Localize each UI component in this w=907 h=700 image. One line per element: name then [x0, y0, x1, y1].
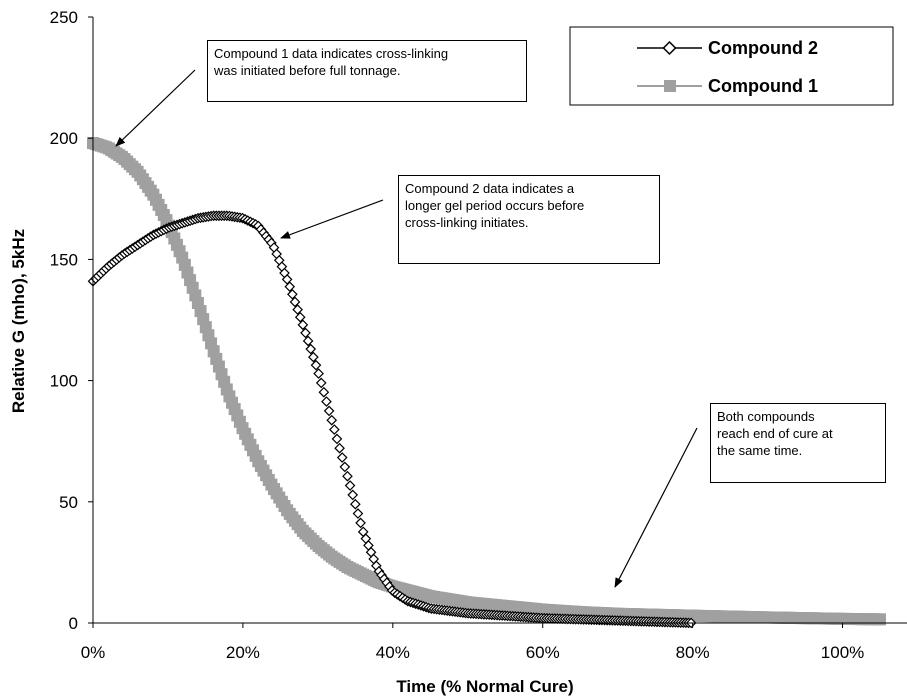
x-tick-label: 60% — [526, 643, 560, 662]
y-tick-label: 50 — [59, 493, 78, 512]
y-tick-label: 0 — [69, 614, 78, 633]
point-compound-2 — [342, 470, 353, 482]
point-compound-2 — [339, 461, 351, 473]
annotation-3-line-2: reach end of cure at — [717, 426, 833, 441]
point-compound-2 — [308, 351, 319, 363]
annotation-2-line-1: Compound 2 data indicates a — [405, 181, 575, 196]
annotation-compound-2: Compound 2 data indicates a longer gel p… — [398, 175, 660, 264]
point-compound-2 — [355, 517, 366, 529]
point-compound-2 — [315, 377, 327, 389]
point-compound-2 — [328, 424, 340, 435]
x-tick-label: 40% — [376, 643, 410, 662]
point-compound-2 — [336, 452, 348, 463]
annotation-3-line-3: the same time. — [717, 443, 803, 458]
point-compound-2 — [287, 288, 298, 300]
point-compound-2 — [294, 311, 306, 323]
x-tick-label: 80% — [676, 643, 710, 662]
series-layer — [87, 137, 886, 629]
point-compound-2 — [302, 335, 314, 347]
annotation-compound-1: Compound 1 data indicates cross-linking … — [207, 40, 527, 102]
legend-label-compound-2: Compound 2 — [708, 38, 818, 58]
axes-layer — [92, 17, 907, 624]
y-tick-label: 150 — [50, 250, 78, 269]
y-tick-label: 100 — [50, 372, 78, 391]
y-axis-title: Relative G (mho), 5kHz — [9, 229, 28, 413]
x-tick-label: 100% — [821, 643, 864, 662]
point-compound-2 — [310, 359, 322, 371]
point-compound-2 — [347, 489, 359, 501]
point-compound-2 — [313, 368, 324, 379]
annotation-arrow-3 — [614, 427, 698, 588]
annotation-1-line-2: was initiated before full tonnage. — [214, 63, 401, 78]
annotation-2-line-2: longer gel period occurs before — [405, 198, 585, 213]
legend-marker-compound-2 — [662, 40, 677, 56]
point-compound-2 — [331, 433, 343, 445]
point-compound-2 — [292, 304, 303, 315]
annotation-arrow-1 — [115, 69, 196, 147]
point-compound-2 — [352, 508, 364, 519]
point-compound-2 — [284, 281, 296, 293]
x-axis-title: Time (% Normal Cure) — [396, 677, 573, 696]
point-compound-2 — [321, 396, 332, 407]
annotation-3-line-1: Both compounds — [717, 409, 815, 424]
legend-box — [569, 26, 894, 106]
point-compound-2 — [323, 405, 335, 417]
point-compound-2 — [349, 498, 361, 510]
point-compound-2 — [297, 319, 309, 331]
legend: Compound 2 Compound 1 — [569, 26, 894, 106]
point-compound-2 — [334, 442, 345, 454]
ticks-layer: 0 50 100 150 200 250 0% 20% 40% 60% 80% 100% — [50, 8, 865, 662]
point-compound-2 — [281, 274, 293, 285]
annotation-2-line-3: cross-linking initiates. — [405, 215, 529, 230]
point-compound-2 — [305, 343, 317, 355]
point-compound-2 — [300, 327, 311, 339]
point-compound-1 — [874, 613, 886, 626]
point-compound-2 — [344, 480, 356, 491]
legend-marker-compound-1 — [664, 80, 676, 92]
series-compound-2 — [87, 210, 697, 629]
x-tick-label: 20% — [226, 643, 260, 662]
annotation-1-line-1: Compound 1 data indicates cross-linking — [214, 46, 449, 61]
legend-label-compound-1: Compound 1 — [708, 76, 818, 96]
point-compound-2 — [326, 414, 338, 426]
annotation-arrow-2 — [280, 199, 384, 239]
point-compound-2 — [289, 296, 301, 308]
annotation-end-of-cure: Both compounds reach end of cure at the … — [710, 403, 886, 483]
point-compound-2 — [318, 386, 330, 398]
series-compound-1 — [87, 137, 886, 626]
y-tick-label: 250 — [50, 8, 78, 27]
y-tick-label: 200 — [50, 129, 78, 148]
x-tick-label: 0% — [81, 643, 106, 662]
